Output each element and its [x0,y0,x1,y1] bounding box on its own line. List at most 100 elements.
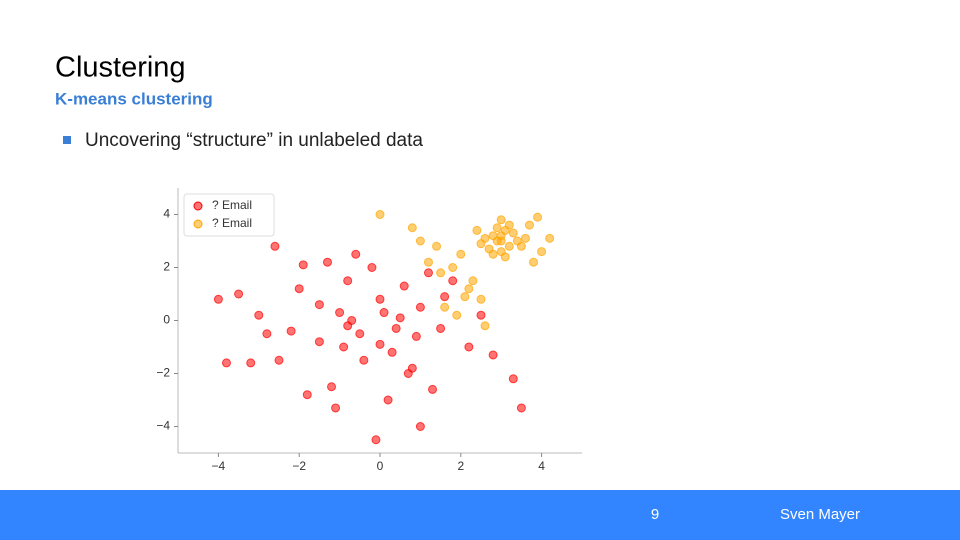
point [492,223,502,233]
point [496,215,506,225]
point [423,257,433,267]
point [270,241,280,251]
point [504,241,514,251]
y-tick-label: 2 [163,260,170,274]
point [436,268,446,278]
point [460,292,470,302]
point [213,294,223,304]
point [520,233,530,243]
point [448,276,458,286]
point [456,249,466,259]
legend-marker [193,201,203,211]
point [500,252,510,262]
point [508,374,518,384]
legend-marker [193,219,203,229]
point [387,347,397,357]
point [375,339,385,349]
point [391,323,401,333]
x-tick-label: −2 [292,459,306,473]
bullet-text: Uncovering “structure” in unlabeled data [85,130,423,151]
point [537,247,547,257]
point [383,395,393,405]
point [322,257,332,267]
x-tick-label: −4 [212,459,226,473]
footer-author: Sven Mayer [780,506,860,523]
x-tick-label: 2 [457,459,464,473]
point [274,355,284,365]
point [355,329,365,339]
point [529,257,539,267]
point [496,231,506,241]
point [359,355,369,365]
point [533,212,543,222]
point [254,310,264,320]
point [516,241,526,251]
point [411,331,421,341]
point [476,310,486,320]
point [545,233,555,243]
point [395,313,405,323]
point [415,302,425,312]
point [331,403,341,413]
point [432,241,442,251]
point [452,310,462,320]
point [440,292,450,302]
point [407,363,417,373]
point [440,302,450,312]
legend-label: ? Email [212,216,252,230]
point [262,329,272,339]
point [302,390,312,400]
point [516,403,526,413]
point [415,422,425,431]
point [375,210,385,219]
point [524,220,534,230]
point [464,342,474,352]
point [448,263,458,272]
x-tick-label: 0 [377,459,384,473]
point [298,260,308,270]
point [327,382,337,392]
slide-title: Clustering [55,52,186,84]
point [476,239,486,249]
point [508,228,518,238]
point [379,308,389,318]
point [339,342,349,352]
point [468,276,478,286]
point [476,294,486,304]
y-tick-label: −2 [156,366,170,380]
bullet-marker [63,136,71,144]
point [286,326,296,336]
point [399,281,409,291]
point [221,358,231,368]
point [464,284,474,294]
point [375,294,385,304]
point [504,220,514,230]
point [488,249,498,259]
point [488,350,498,360]
y-tick-label: 0 [163,313,170,327]
legend: ? Email ? Email [183,193,275,237]
point [415,236,425,246]
point [314,300,324,310]
point [480,321,490,331]
point [371,435,381,445]
page-number: 9 [651,506,659,523]
point [351,249,361,259]
point [234,289,244,299]
point [294,284,304,294]
x-tick-label: 4 [538,459,545,473]
point [347,316,357,325]
point [246,358,256,368]
point [367,263,377,272]
point [343,276,353,286]
footer-bar [0,490,960,540]
point [423,268,433,278]
chart: −4 −2 0 2 4 −4 −2 0 2 4 ? Email ? Email [156,188,582,473]
point [428,384,438,394]
legend-label: ? Email [212,198,252,212]
point [314,337,324,347]
y-tick-label: −4 [156,419,170,433]
point [407,223,417,233]
